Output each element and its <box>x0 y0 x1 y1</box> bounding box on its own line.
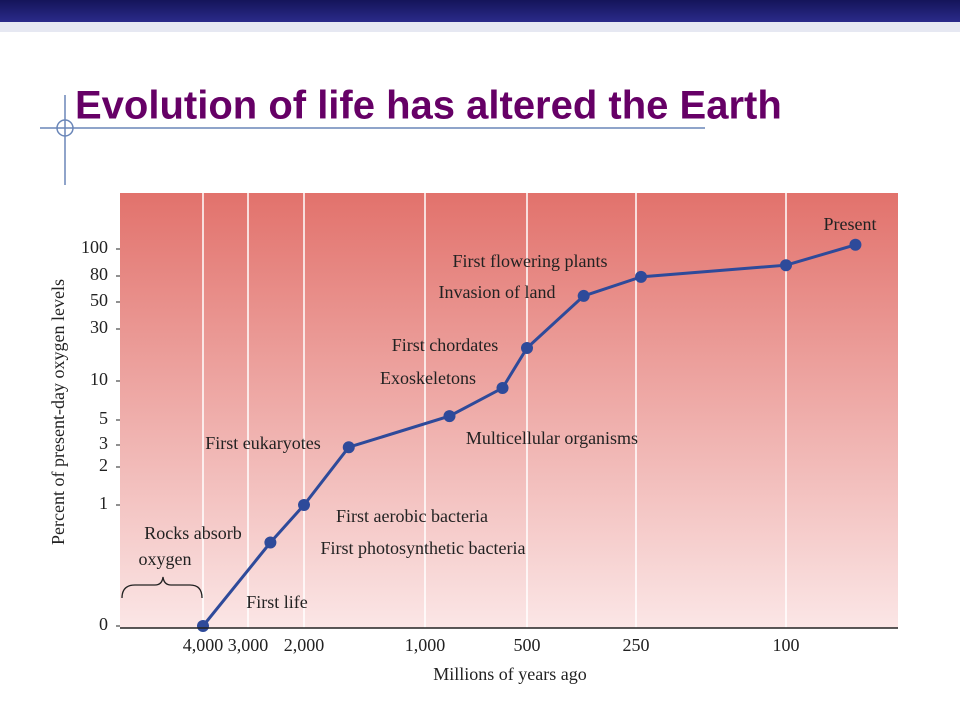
top-bar <box>0 0 960 22</box>
annotation: Present <box>824 214 877 234</box>
annotation: First photosynthetic bacteria <box>321 538 526 558</box>
y-tick-label: 80 <box>90 264 108 284</box>
crosshair <box>56 119 74 137</box>
x-tick-label: 4,000 <box>183 635 224 655</box>
annotation: First chordates <box>392 335 498 355</box>
x-tick-label: 3,000 <box>228 635 269 655</box>
bracket <box>121 576 203 599</box>
annotation: First aerobic bacteria <box>336 506 488 526</box>
x-axis-title: Millions of years ago <box>433 664 586 684</box>
y-tick-label: 1 <box>99 493 108 513</box>
point <box>298 499 310 511</box>
y-tick-label: 30 <box>90 317 108 337</box>
x-tick-label: 100 <box>773 635 800 655</box>
y-tick-label: 5 <box>99 408 108 428</box>
annotation: Multicellular organisms <box>466 428 638 448</box>
y-tick-label: 3 <box>99 433 108 453</box>
annotation: Invasion of land <box>439 282 556 302</box>
x-tick-label: 2,000 <box>284 635 325 655</box>
point <box>496 382 509 395</box>
point <box>443 410 456 423</box>
point <box>197 620 209 632</box>
annotation: Exoskeletons <box>380 368 476 388</box>
chart <box>116 193 862 632</box>
point <box>635 270 647 283</box>
x-tick-label: 500 <box>514 635 541 655</box>
point <box>264 536 277 549</box>
x-tick-label: 250 <box>623 635 650 655</box>
x-tick-label: 1,000 <box>405 635 446 655</box>
top-bar-shadow <box>0 22 960 32</box>
point <box>849 238 862 251</box>
y-tick-label: 2 <box>99 455 108 475</box>
point <box>577 289 590 302</box>
annotation: oxygen <box>139 549 192 569</box>
point <box>521 341 533 354</box>
y-axis-title: Percent of present-day oxygen levels <box>48 279 68 545</box>
y-tick-label: 100 <box>81 237 108 257</box>
y-tick-label: 10 <box>90 369 108 389</box>
point <box>780 259 792 272</box>
point <box>342 441 355 454</box>
y-tick-label: 0 <box>99 614 108 634</box>
annotation: First eukaryotes <box>205 433 320 453</box>
annotation: First life <box>246 592 308 612</box>
y-tick-label: 50 <box>90 290 108 310</box>
slide-title: Evolution of life has altered the Earth <box>75 84 782 128</box>
annotation: Rocks absorb <box>144 523 242 543</box>
annotation: First flowering plants <box>453 251 608 271</box>
